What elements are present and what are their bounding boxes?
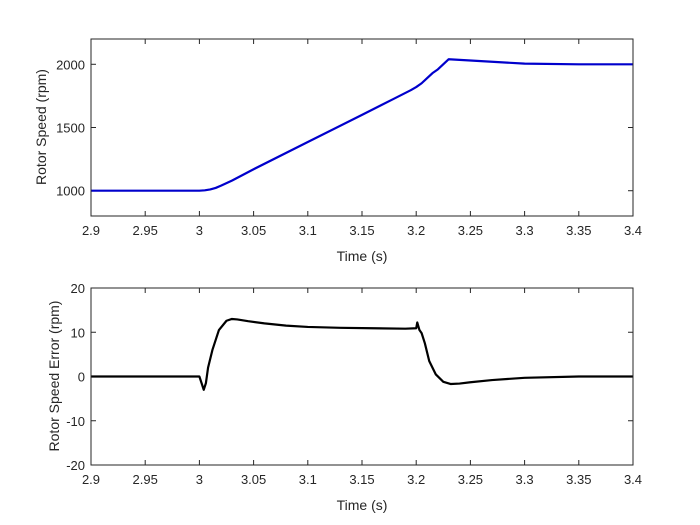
rotor-speed-x-tick-label: 3.35 bbox=[566, 223, 591, 238]
rotor-speed-x-tick-label: 3.3 bbox=[516, 223, 534, 238]
rotor-speed-x-tick-label: 2.9 bbox=[82, 223, 100, 238]
rotor-speed-y-tick-label: 1500 bbox=[56, 121, 85, 136]
rotor-speed-error-y-tick-label: -10 bbox=[66, 414, 85, 429]
rotor-speed-plot-frame bbox=[90, 38, 634, 217]
rotor-speed-error-x-tick-label: 2.95 bbox=[133, 472, 158, 487]
rotor-speed-error-x-tick-label: 3.05 bbox=[241, 472, 266, 487]
rotor-speed-x-tick-label: 3.15 bbox=[349, 223, 374, 238]
rotor-speed-y-tick-label: 1000 bbox=[56, 184, 85, 199]
rotor-speed-error-x-tick-label: 3.35 bbox=[566, 472, 591, 487]
rotor-speed-x-tick-label: 3.05 bbox=[241, 223, 266, 238]
rotor-speed-x-tick-label: 3.1 bbox=[299, 223, 317, 238]
rotor-speed-error-y-tick-label: -20 bbox=[66, 458, 85, 473]
rotor-speed-error-plot-frame bbox=[90, 287, 634, 466]
rotor-speed-x-tick-label: 3.25 bbox=[458, 223, 483, 238]
rotor-speed-error-x-tick-label: 2.9 bbox=[82, 472, 100, 487]
rotor-speed-x-tick-label: 3.2 bbox=[407, 223, 425, 238]
rotor-speed-error-y-tick-label: 20 bbox=[71, 281, 85, 296]
rotor-speed-error-x-tick-label: 3.15 bbox=[349, 472, 374, 487]
rotor-speed-error-x-tick-label: 3.3 bbox=[516, 472, 534, 487]
rotor-speed-error-x-tick-label: 3.2 bbox=[407, 472, 425, 487]
rotor-speed-x-axis-label: Time (s) bbox=[337, 248, 388, 264]
rotor-speed-error-y-tick-label: 0 bbox=[78, 370, 85, 385]
rotor-speed-error-x-tick-label: 3.1 bbox=[299, 472, 317, 487]
rotor-speed-x-tick-label: 2.95 bbox=[133, 223, 158, 238]
rotor-speed-error-x-tick-label: 3.25 bbox=[458, 472, 483, 487]
rotor-speed-error-y-axis-label: Rotor Speed Error (rpm) bbox=[46, 301, 62, 452]
rotor-speed-plot-area bbox=[91, 39, 633, 216]
rotor-speed-x-ticks: 2.9 2.95 3 3.05 3.1 3.15 3.2 3.25 3.3 3.35 3.4 bbox=[82, 39, 642, 238]
rotor-speed-x-tick-label: 3 bbox=[196, 223, 203, 238]
rotor-speed-line bbox=[91, 58, 633, 192]
rotor-speed-y-ticks: 1000 1500 2000 bbox=[56, 57, 633, 199]
rotor-speed-plot: 2.9 2.95 3 3.05 3.1 3.15 3.2 3.25 3.3 3.35 3.4 100… bbox=[33, 38, 642, 264]
rotor-speed-error-x-ticks: 2.9 2.95 3 3.05 3.1 3.15 3.2 3.25 3.3 3.35 3.4 bbox=[82, 288, 642, 487]
rotor-speed-error-plot: 2.9 2.95 3 3.05 3.1 3.15 3.2 3.25 3.3 3.35 3.4 -20… bbox=[46, 281, 642, 513]
rotor-speed-error-x-tick-label: 3.4 bbox=[624, 472, 642, 487]
rotor-speed-x-tick-label: 3.4 bbox=[624, 223, 642, 238]
rotor-speed-y-tick-label: 2000 bbox=[56, 57, 85, 72]
rotor-speed-error-x-axis-label: Time (s) bbox=[337, 497, 388, 513]
rotor-speed-error-y-tick-label: 10 bbox=[71, 325, 85, 340]
rotor-speed-y-axis-label: Rotor Speed (rpm) bbox=[33, 69, 49, 185]
rotor-speed-error-line bbox=[91, 317, 633, 391]
rotor-speed-error-x-tick-label: 3 bbox=[196, 472, 203, 487]
